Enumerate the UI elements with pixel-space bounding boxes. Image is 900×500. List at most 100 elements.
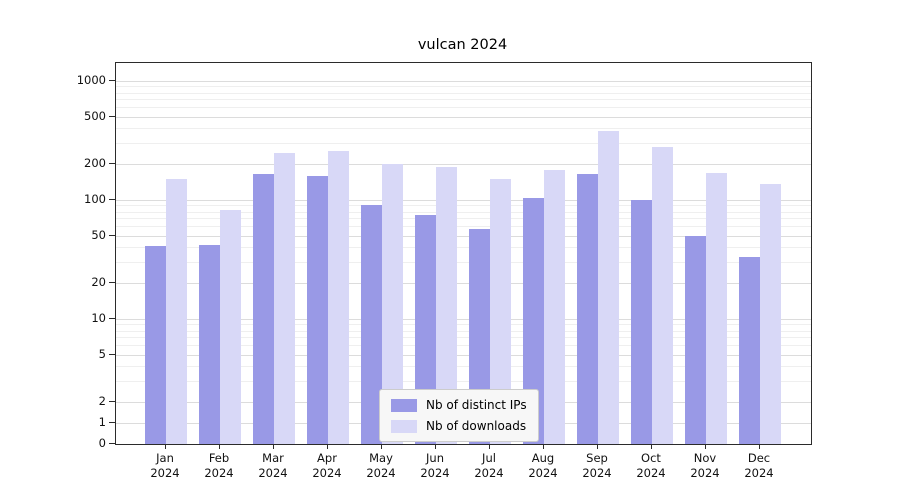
bar-distinct-ips-may <box>361 205 382 444</box>
minor-gridline <box>116 247 811 249</box>
bar-distinct-ips-feb <box>199 244 220 444</box>
x-tick-label-apr: Apr 2024 <box>300 451 354 481</box>
legend-swatch-distinct-ips <box>391 398 417 412</box>
minor-gridline <box>116 330 811 332</box>
chart-title: vulcan 2024 <box>417 37 508 53</box>
x-tick-month: May <box>369 451 393 465</box>
major-gridline <box>116 200 811 201</box>
minor-gridline <box>116 99 811 101</box>
major-gridline <box>116 81 811 82</box>
bar-downloads-sep <box>598 131 619 444</box>
x-tick-year: 2024 <box>150 466 180 480</box>
x-tick-year: 2024 <box>582 466 612 480</box>
minor-gridline <box>116 128 811 130</box>
bar-downloads-feb <box>220 210 241 444</box>
major-gridline <box>116 283 811 285</box>
x-tick-year: 2024 <box>690 466 720 480</box>
y-tick-label: 1 <box>98 415 106 430</box>
bar-downloads-oct <box>652 146 673 444</box>
bar-distinct-ips-dec <box>739 257 760 444</box>
x-tick-year: 2024 <box>258 466 288 480</box>
bar-distinct-ips-sep <box>577 174 598 444</box>
y-tick-label: 100 <box>84 192 106 206</box>
legend-label-distinct-ips: Nb of distinct IPs <box>426 398 527 412</box>
minor-gridline <box>116 262 811 264</box>
legend: Nb of distinct IPs Nb of downloads <box>379 389 539 442</box>
x-tick-mark <box>435 444 436 449</box>
plot-area: Nb of distinct IPs Nb of downloads <box>115 62 812 445</box>
major-gridline <box>116 235 811 237</box>
x-tick-mark <box>327 444 328 449</box>
y-tick-label: 10 <box>91 311 106 325</box>
major-gridline <box>116 354 811 356</box>
bar-downloads-jul <box>490 179 511 444</box>
x-tick-year: 2024 <box>744 466 774 480</box>
bar-downloads-jan <box>166 179 187 444</box>
minor-gridline <box>116 337 811 339</box>
y-tick-mark <box>109 422 115 424</box>
x-tick-mark <box>759 444 760 449</box>
bar-downloads-nov <box>706 173 727 444</box>
minor-gridline <box>116 107 811 109</box>
minor-gridline <box>116 92 811 94</box>
legend-item-distinct-ips: Nb of distinct IPs <box>391 398 527 412</box>
x-tick-mark <box>651 444 652 449</box>
x-tick-month: Jun <box>426 451 444 465</box>
x-tick-month: Jan <box>156 451 174 465</box>
minor-gridline <box>116 143 811 145</box>
bar-downloads-aug <box>544 169 565 444</box>
x-tick-label-sep: Sep 2024 <box>570 451 624 481</box>
minor-gridline <box>116 226 811 228</box>
y-tick-mark <box>109 234 115 236</box>
bar-distinct-ips-apr <box>307 175 328 444</box>
x-tick-month: Feb <box>208 451 230 465</box>
x-tick-label-aug: Aug 2024 <box>516 451 570 481</box>
y-tick-mark <box>109 199 115 200</box>
major-gridline <box>116 164 811 166</box>
bar-downloads-may <box>382 164 403 444</box>
x-tick-month: Mar <box>262 451 284 465</box>
x-tick-month: Jul <box>482 451 496 465</box>
major-gridline <box>116 319 811 320</box>
x-tick-label-jan: Jan 2024 <box>138 451 192 481</box>
y-tick-mark <box>109 115 115 117</box>
x-tick-year: 2024 <box>474 466 504 480</box>
minor-gridline <box>116 366 811 368</box>
bar-distinct-ips-jan <box>145 246 166 444</box>
y-tick-mark <box>109 318 115 319</box>
x-tick-mark <box>381 444 382 449</box>
x-tick-mark <box>273 444 274 449</box>
x-tick-month: Oct <box>641 451 661 465</box>
x-tick-month: Aug <box>531 451 555 465</box>
minor-gridline <box>116 205 811 207</box>
y-tick-label: 0 <box>98 436 106 450</box>
x-tick-label-oct: Oct 2024 <box>624 451 678 481</box>
major-gridline <box>116 116 811 118</box>
y-tick-mark <box>109 163 115 165</box>
y-tick-mark <box>109 401 115 403</box>
x-tick-mark <box>597 444 598 449</box>
x-tick-label-mar: Mar 2024 <box>246 451 300 481</box>
x-tick-mark <box>705 444 706 449</box>
x-tick-month: Nov <box>693 451 717 465</box>
x-tick-mark <box>489 444 490 449</box>
x-tick-year: 2024 <box>636 466 666 480</box>
minor-gridline <box>116 345 811 347</box>
minor-gridline <box>116 381 811 383</box>
x-tick-label-nov: Nov 2024 <box>678 451 732 481</box>
minor-gridline <box>116 324 811 326</box>
x-tick-month: Apr <box>317 451 337 465</box>
y-tick-label: 200 <box>84 156 106 171</box>
bar-downloads-apr <box>328 150 349 444</box>
x-tick-year: 2024 <box>420 466 450 480</box>
x-tick-month: Sep <box>586 451 608 465</box>
bar-downloads-mar <box>274 152 295 444</box>
bar-downloads-dec <box>760 184 781 444</box>
y-tick-mark <box>109 282 115 284</box>
x-tick-mark <box>219 444 220 449</box>
x-tick-year: 2024 <box>204 466 234 480</box>
x-tick-label-jun: Jun 2024 <box>408 451 462 481</box>
x-tick-mark <box>543 444 544 449</box>
x-tick-month: Dec <box>747 451 771 465</box>
minor-gridline <box>116 211 811 213</box>
